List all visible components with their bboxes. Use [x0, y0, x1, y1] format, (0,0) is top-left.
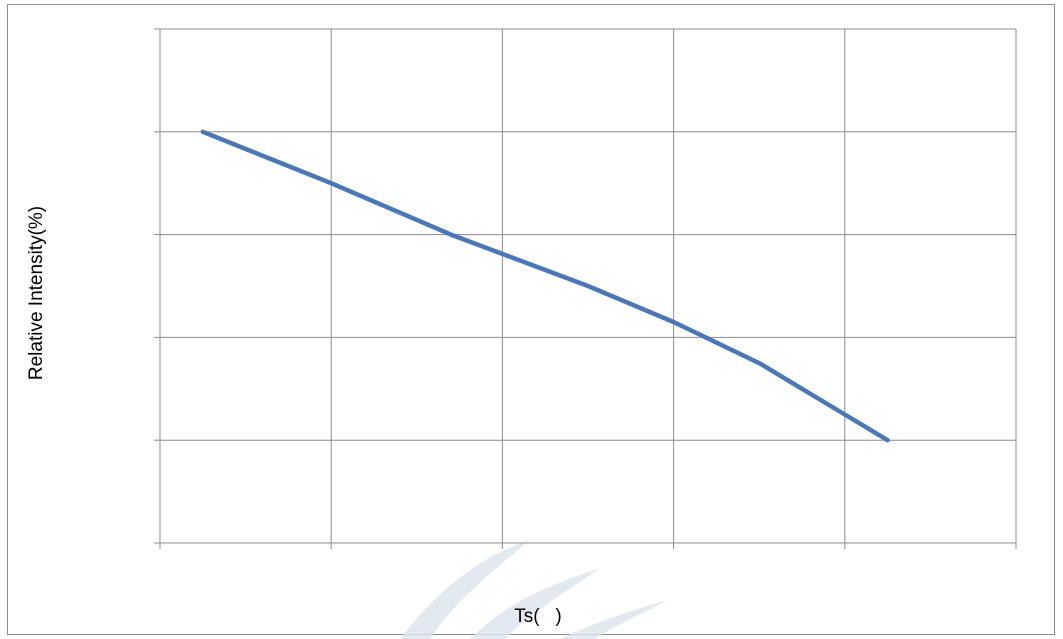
watermark-swoosh	[400, 540, 530, 639]
y-axis-title: Relative Intensity(%)	[26, 206, 47, 380]
chart-border	[7, 4, 1055, 635]
x-axis-title: Ts( )	[514, 606, 562, 627]
series-line	[200, 129, 890, 443]
watermark-swoosh	[470, 568, 600, 639]
watermark-swoosh	[560, 600, 668, 639]
series-layer	[200, 129, 890, 443]
grid	[160, 28, 1017, 543]
axes	[154, 28, 1017, 549]
watermark-logo	[400, 540, 668, 639]
